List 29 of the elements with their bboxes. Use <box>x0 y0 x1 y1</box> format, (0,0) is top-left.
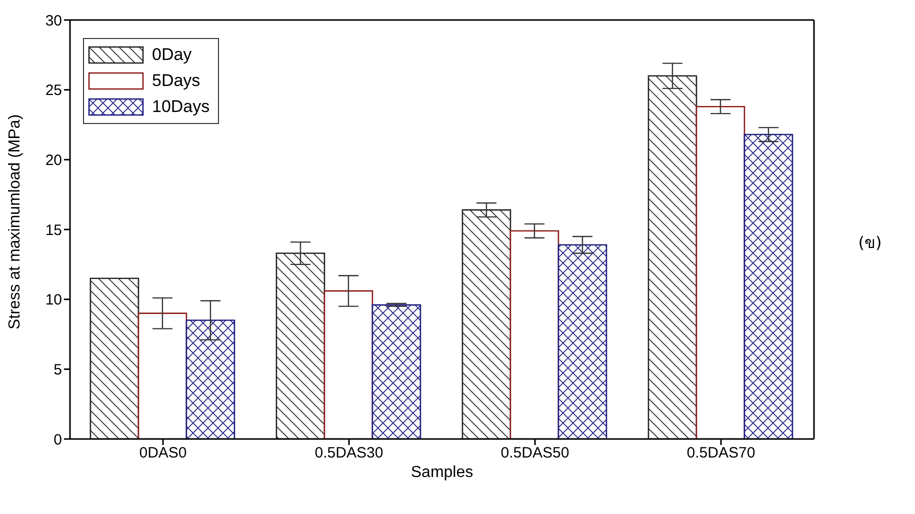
y-tick-label: 0 <box>54 431 62 448</box>
x-axis-title: Samples <box>410 464 474 481</box>
y-axis-title: Stress at maximumload (MPa) <box>6 114 24 330</box>
legend-label: 10Days <box>152 97 210 117</box>
bar <box>696 106 746 439</box>
y-tick-label: 25 <box>45 82 62 100</box>
y-tick-label: 5 <box>54 361 62 378</box>
y-tick-label: 20 <box>45 152 62 169</box>
bar <box>186 320 236 439</box>
x-tick-label: 0.5DAS50 <box>500 444 570 462</box>
y-tick-label: 30 <box>45 12 62 30</box>
bar <box>558 244 608 439</box>
bar <box>648 75 698 439</box>
y-tick-label: 15 <box>45 222 62 239</box>
bar <box>324 290 374 439</box>
legend-label: 0Day <box>152 45 192 65</box>
x-tick-label: 0.5DAS30 <box>314 444 384 462</box>
x-tick-label: 0.5DAS70 <box>686 444 756 462</box>
legend-label: 5Days <box>152 71 200 91</box>
bar <box>276 252 326 439</box>
bar <box>372 304 422 439</box>
bar <box>744 134 794 439</box>
bar <box>138 312 188 439</box>
text: (ข) <box>858 233 882 252</box>
bar <box>510 230 560 439</box>
bar <box>462 209 512 439</box>
x-tick-label: 0DAS0 <box>139 444 187 462</box>
bar <box>90 278 140 439</box>
y-tick-label: 10 <box>45 292 62 309</box>
